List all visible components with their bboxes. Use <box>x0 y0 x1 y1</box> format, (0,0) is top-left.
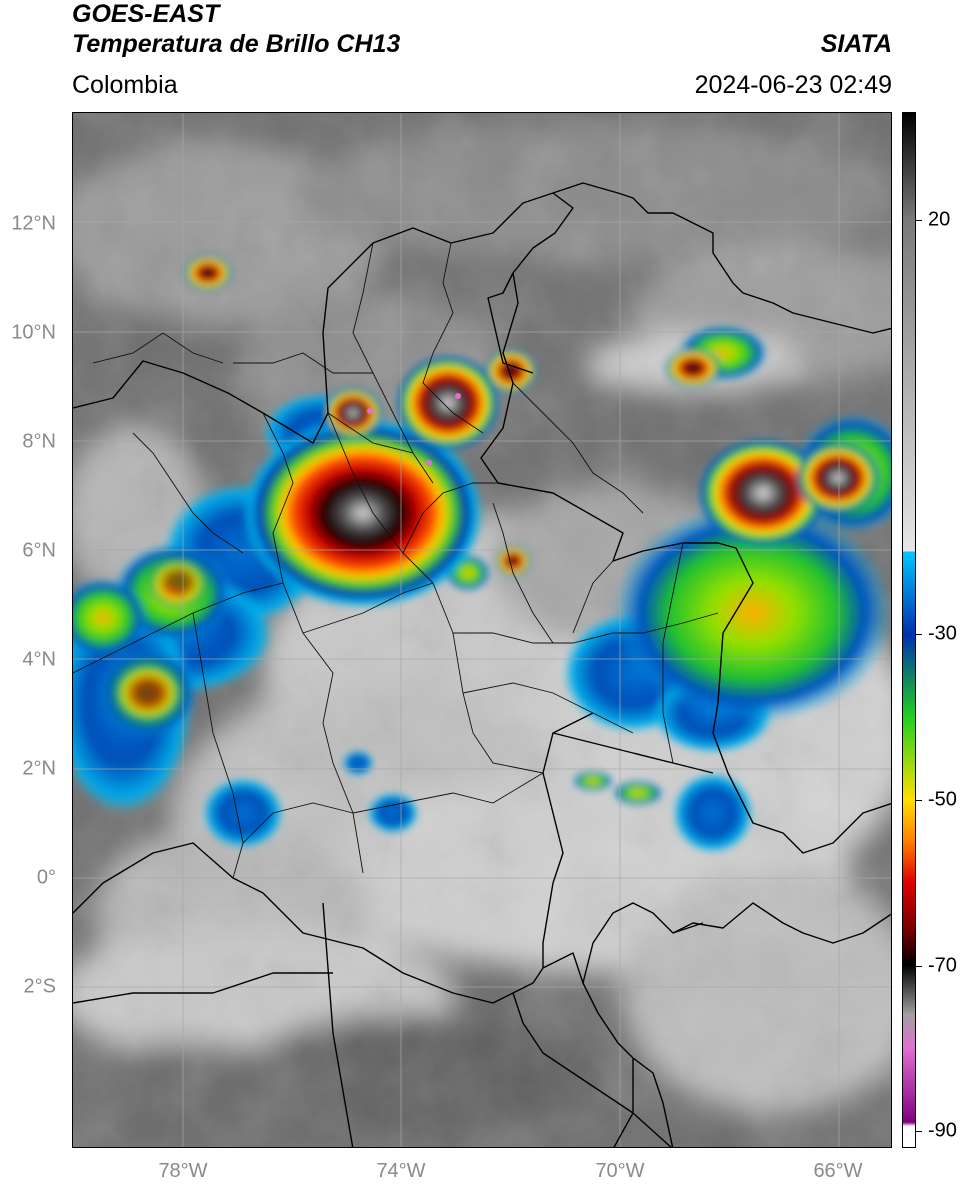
colorbar-tick <box>916 799 922 801</box>
colorbar-tick-label: -70 <box>928 954 957 977</box>
lon-label-66w: 66°W <box>813 1160 863 1182</box>
map-canvas <box>73 113 891 1147</box>
satellite-title: GOES-EAST <box>72 0 220 28</box>
lat-label-6n: 6°N <box>22 539 56 562</box>
lon-label-74w: 74°W <box>376 1160 426 1182</box>
lat-label-2n: 2°N <box>22 757 56 780</box>
graticule <box>73 113 891 1147</box>
colorbar-tick <box>916 634 922 636</box>
product-title: Temperatura de Brillo CH13 <box>72 30 401 58</box>
timestamp-label: 2024-06-23 02:49 <box>694 71 892 99</box>
temperature-colorbar <box>902 112 916 1148</box>
lat-label-10n: 10°N <box>11 321 56 344</box>
colorbar-tick <box>916 965 922 967</box>
colorbar-tick-label: -30 <box>928 622 957 645</box>
convective-cells <box>73 255 891 853</box>
organization-label: SIATA <box>820 30 892 58</box>
lon-label-70w: 70°W <box>595 1160 645 1182</box>
lat-label-12n: 12°N <box>11 212 56 235</box>
colorbar-tick <box>916 1131 922 1133</box>
department-borders <box>73 242 719 879</box>
country-borders <box>73 182 891 1147</box>
lat-label-4n: 4°N <box>22 648 56 671</box>
colorbar-tick-label: -50 <box>928 788 957 811</box>
colorbar-tick <box>916 219 922 221</box>
lat-label-0: 0° <box>36 866 56 889</box>
colorbar-tick-label: -90 <box>928 1119 957 1142</box>
region-label: Colombia <box>72 71 178 99</box>
lon-label-78w: 78°W <box>158 1160 208 1182</box>
satellite-map[interactable] <box>72 112 892 1148</box>
lat-label-2s: 2°S <box>23 975 56 998</box>
colorbar-tick-label: 20 <box>928 208 951 231</box>
lat-label-8n: 8°N <box>22 430 56 453</box>
